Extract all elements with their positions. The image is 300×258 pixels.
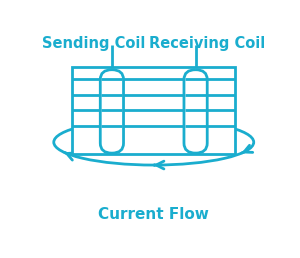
Ellipse shape [54,119,254,165]
Bar [72,67,235,154]
Text: Sending Coil: Sending Coil [42,36,146,51]
FancyBboxPatch shape [100,70,124,153]
Text: Receiving Coil: Receiving Coil [149,36,266,51]
FancyBboxPatch shape [184,70,207,153]
Text: Current Flow: Current Flow [98,207,209,222]
